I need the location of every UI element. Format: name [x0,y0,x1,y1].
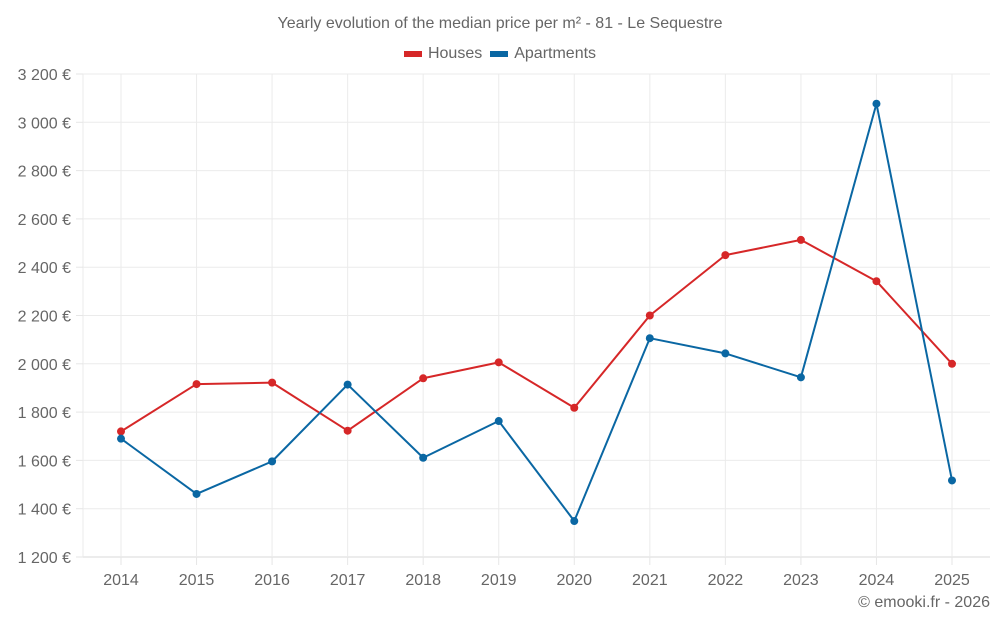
point-apartments [948,476,956,485]
x-tick-label: 2022 [708,572,744,589]
legend: Houses Apartments [0,45,1000,63]
x-tick-label: 2023 [783,572,819,589]
y-tick-label: 1 400 € [18,502,71,519]
point-apartments [419,453,428,462]
y-tick-label: 2 000 € [18,357,71,374]
legend-label-houses: Houses [427,45,483,62]
y-tick-label: 3 200 € [18,67,71,84]
series-apartments [117,99,956,526]
legend-swatch-houses [403,51,422,57]
y-tick-label: 1 200 € [18,550,71,567]
legend-item-apartments[interactable]: Apartments [490,45,596,63]
x-tick-label: 2020 [556,572,592,589]
y-axis: 1 200 € 1 400 € 1 600 € 1 800 € 2 000 € 2 200… [18,67,83,567]
point-houses [721,251,730,260]
point-apartments [645,334,654,343]
point-houses [117,427,125,436]
point-houses [268,378,277,387]
point-apartments [192,489,201,498]
point-houses [192,380,201,389]
point-houses [343,426,352,435]
x-tick-label: 2024 [859,572,895,589]
point-houses [872,277,881,286]
x-tick-label: 2015 [179,572,215,589]
y-tick-label: 2 400 € [18,260,71,277]
point-apartments [268,457,277,466]
x-tick-label: 2016 [254,572,290,589]
y-tick-label: 2 200 € [18,309,71,326]
point-houses [570,403,579,412]
point-apartments [721,349,730,358]
x-tick-label: 2019 [481,572,517,589]
x-tick-label: 2017 [330,572,366,589]
point-houses [796,235,805,244]
point-apartments [343,380,352,389]
x-tick-label: 2018 [405,572,441,589]
point-houses [494,358,503,367]
point-apartments [117,434,125,443]
x-tick-label: 2021 [632,572,668,589]
x-axis: 2014 2015 2016 2017 2018 2019 2020 2021 2022 2023… [103,557,970,589]
point-apartments [570,517,579,526]
legend-item-houses[interactable]: Houses [403,45,483,63]
legend-swatch-apartments [490,51,509,57]
credit-text: © emooki.fr - 2026 [858,594,990,611]
point-houses [948,359,956,368]
y-tick-label: 1 600 € [18,453,71,470]
y-tick-label: 3 000 € [18,115,71,132]
point-apartments [872,99,881,108]
y-tick-label: 1 800 € [18,405,71,422]
point-houses [645,311,654,320]
series-group [117,99,956,526]
line-apartments [120,102,953,523]
x-tick-label: 2014 [103,572,139,589]
point-apartments [494,417,503,426]
y-tick-label: 2 600 € [18,212,71,229]
point-apartments [796,373,805,382]
x-tick-label: 2025 [934,572,970,589]
line-houses [120,238,953,433]
point-houses [419,374,428,383]
legend-label-apartments: Apartments [514,45,597,62]
chart-title: Yearly evolution of the median price per… [277,15,723,32]
y-tick-label: 2 800 € [18,164,71,181]
series-houses [117,235,956,436]
